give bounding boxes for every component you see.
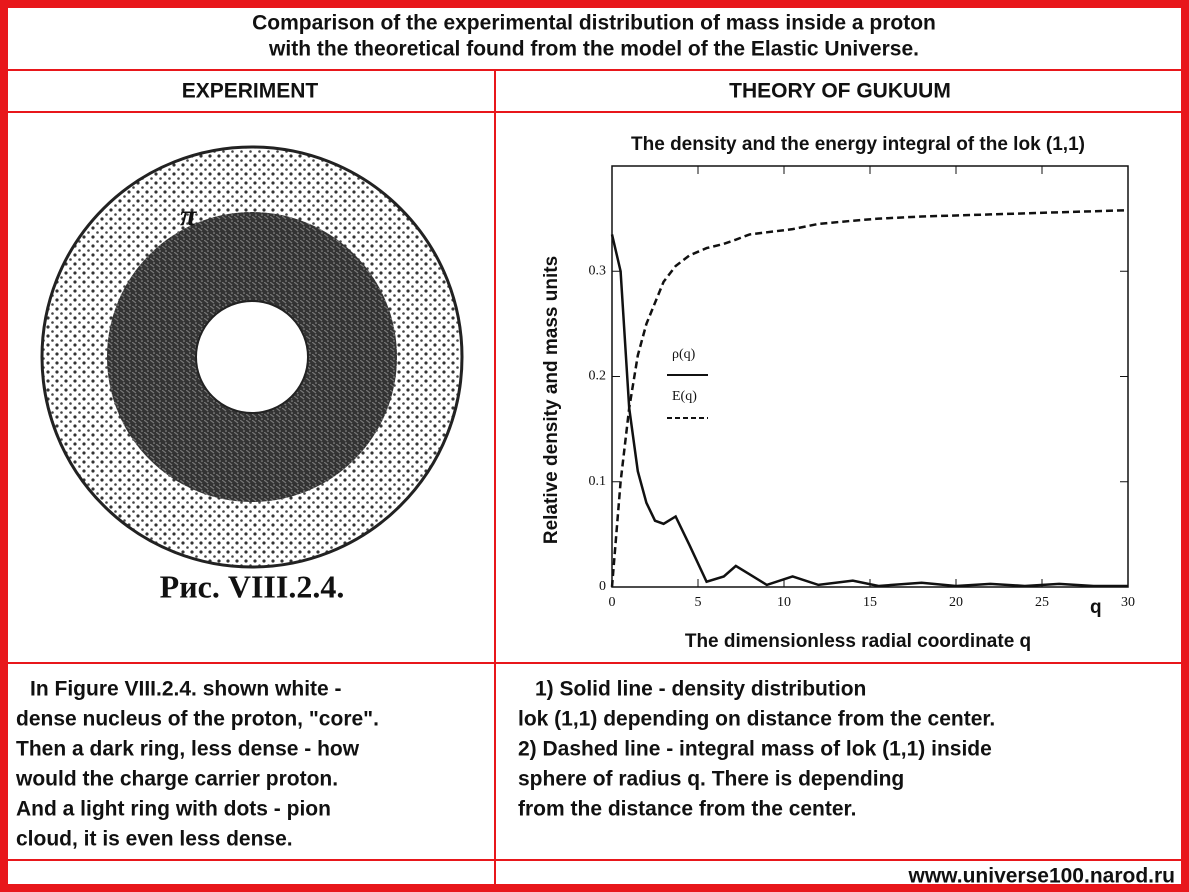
legend-label: E(q) [672, 389, 697, 404]
note-line: would the charge carrier proton. [15, 768, 338, 791]
x-tick-label: 15 [863, 595, 877, 610]
column-header: THEORY OF GUKUUM [729, 80, 951, 103]
axis-annotation: q [1090, 597, 1102, 618]
y-tick-label: 0.1 [589, 474, 607, 489]
x-axis-label: The dimensionless radial coordinate q [685, 631, 1031, 652]
note-line: And a light ring with dots - pion [16, 798, 331, 821]
x-tick-label: 25 [1035, 595, 1049, 610]
note-line: sphere of radius q. There is depending [518, 768, 904, 791]
x-tick-label: 10 [777, 595, 791, 610]
note-line: dense nucleus of the proton, "core". [16, 708, 379, 731]
x-tick-label: 5 [695, 595, 702, 610]
caption: Рис. VIII.2.4. [160, 568, 345, 604]
y-tick-label: 0 [599, 579, 606, 594]
y-axis-label: Relative density and mass units [541, 256, 562, 544]
note-line: cloud, it is even less dense. [16, 828, 293, 851]
note-line: lok (1,1) depending on distance from the… [518, 708, 995, 731]
footer: www.universe100.narod.ru [908, 865, 1175, 888]
series-line [610, 234, 1128, 588]
note-line: 1) Solid line - density distribution [535, 678, 866, 701]
note-line: from the distance from the center. [518, 798, 856, 821]
column-header: EXPERIMENT [182, 80, 319, 103]
x-tick-label: 0 [609, 595, 616, 610]
note-line: Then a dark ring, less dense - how [16, 738, 360, 761]
note-line: 2) Dashed line - integral mass of lok (1… [518, 738, 992, 761]
core [195, 300, 309, 414]
legend-label: ρ(q) [672, 347, 696, 362]
title: with the theoretical found from the mode… [268, 38, 919, 61]
plot-frame [611, 165, 1129, 588]
x-tick-label: 20 [949, 595, 963, 610]
proton-figure: π Рис. VIII.2.4. [40, 145, 464, 604]
notes: In Figure VIII.2.4. shown white - dense n… [15, 678, 995, 851]
note-line: In Figure VIII.2.4. shown white - [30, 678, 342, 701]
title: Comparison of the experimental distribut… [252, 12, 936, 35]
symbol: π [180, 199, 197, 232]
y-tick-label: 0.2 [589, 369, 607, 384]
chart: The density and the energy integral of t… [541, 134, 1135, 652]
series-line [610, 208, 1129, 588]
chart-title: The density and the energy integral of t… [631, 134, 1085, 155]
x-tick-label: 30 [1121, 595, 1135, 610]
y-tick-label: 0.3 [589, 263, 607, 278]
